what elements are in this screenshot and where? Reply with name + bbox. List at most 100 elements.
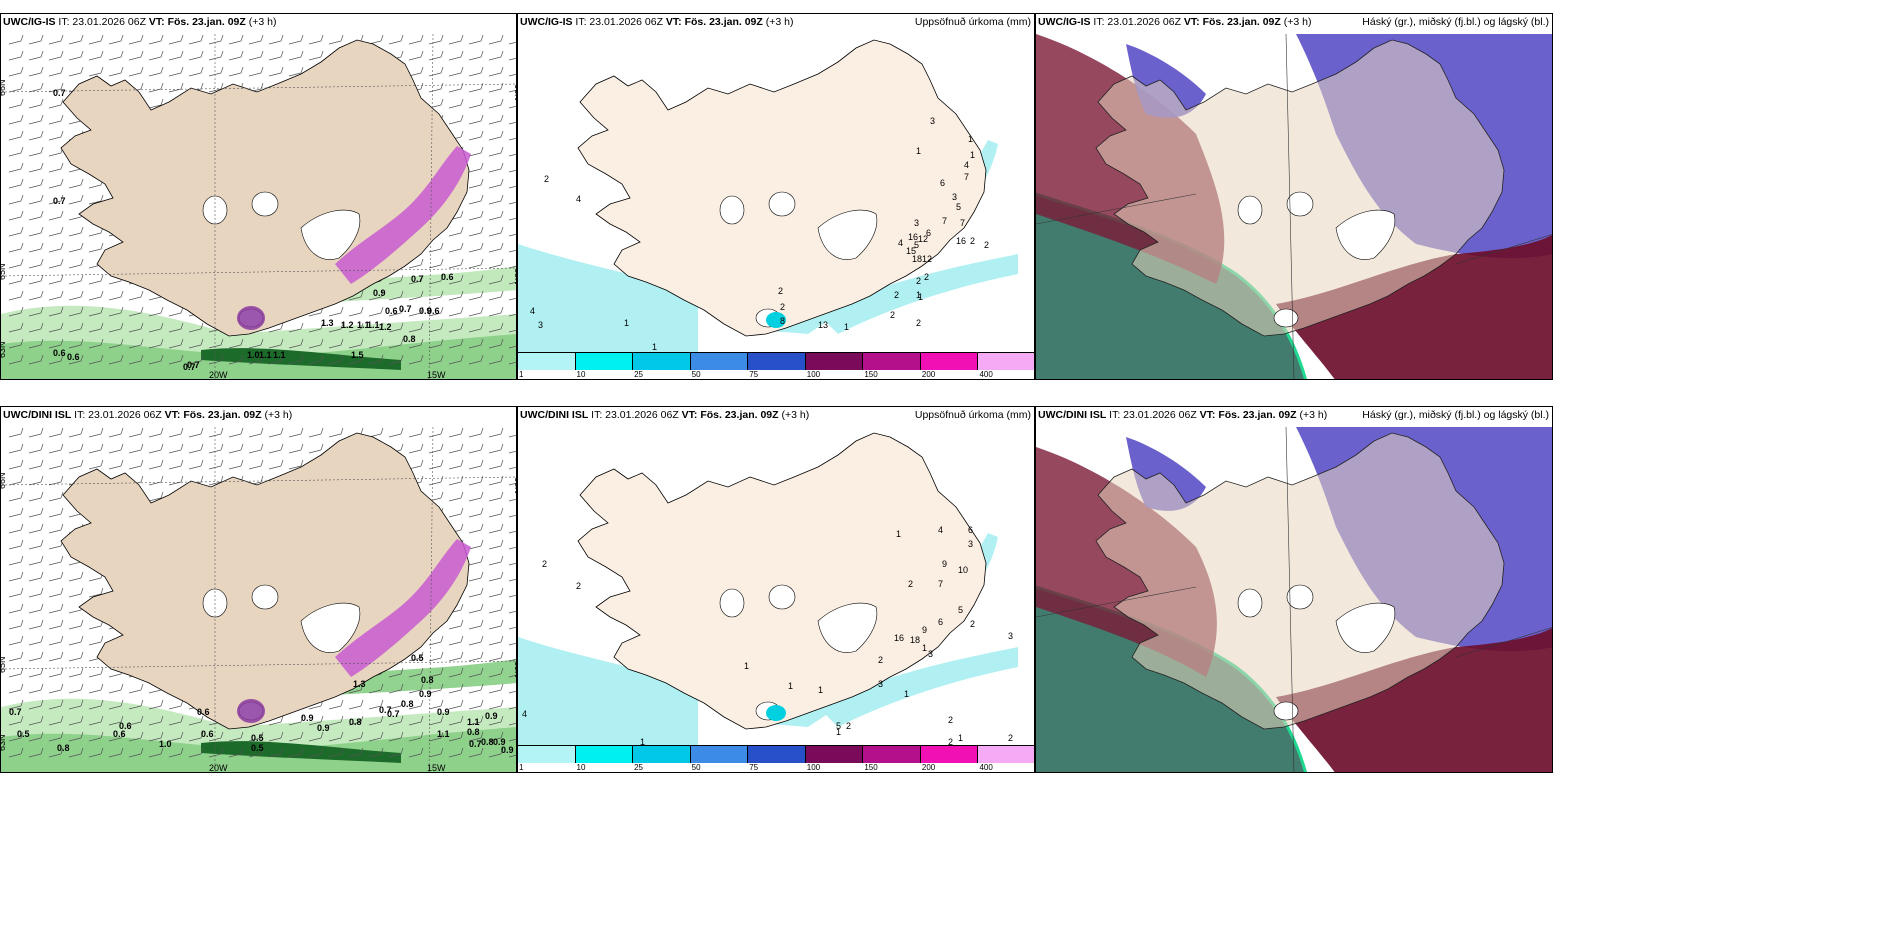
wind-barb xyxy=(28,523,44,534)
wind-value-label: 0.9 xyxy=(373,288,386,298)
colorbar-label: 150 xyxy=(864,763,878,772)
wind-barb xyxy=(48,587,64,598)
wind-barb xyxy=(188,322,204,333)
wind-barb xyxy=(8,427,24,438)
colorbar-swatch xyxy=(633,746,691,763)
wind-barb xyxy=(48,747,64,758)
wind-barb xyxy=(508,562,516,566)
low-cloud-area xyxy=(1036,587,1306,772)
glacier-outline xyxy=(251,584,279,610)
wind-barb xyxy=(508,169,516,173)
wind-barb xyxy=(508,329,516,333)
precip-value-label: 12 xyxy=(922,254,932,264)
wind-barb xyxy=(188,731,204,742)
precip-panel-igis: UWC/IG-IS IT: 23.01.2026 06Z VT: Fös. 23… xyxy=(517,13,1035,380)
wind-barb xyxy=(428,731,444,742)
precip-value-label: 1 xyxy=(970,150,975,160)
precip-value-label: 3 xyxy=(914,218,919,228)
wind-barb xyxy=(448,427,464,438)
wind-barb xyxy=(88,683,104,694)
wind-barb xyxy=(408,338,424,349)
wind-barb xyxy=(228,427,244,438)
wind-value-label: 1.3 xyxy=(321,318,334,328)
colorbar-label: 100 xyxy=(806,370,821,379)
wind-barb xyxy=(8,571,24,582)
colorbar-label: 50 xyxy=(691,370,701,379)
wind-barb xyxy=(508,57,516,61)
wind-barb xyxy=(328,338,344,349)
wind-barb xyxy=(488,274,504,285)
wind-barb xyxy=(48,699,64,710)
wind-barb xyxy=(128,50,144,61)
axis-label: 15W xyxy=(427,370,446,380)
colorbar-label: 10 xyxy=(576,370,586,379)
wind-barb xyxy=(48,66,64,77)
wind-barb xyxy=(388,731,404,742)
wind-barb xyxy=(468,226,484,237)
wind-barb xyxy=(28,306,44,317)
wind-barb xyxy=(88,731,104,742)
wind-panel-igis: UWC/IG-IS IT: 23.01.2026 06Z VT: Fös. 23… xyxy=(0,13,517,380)
panel-header: UWC/DINI ISL IT: 23.01.2026 06Z VT: Fös.… xyxy=(3,409,293,421)
wind-barb xyxy=(128,699,144,710)
wind-barb xyxy=(68,635,84,646)
precip-value-label: 4 xyxy=(522,709,527,719)
wind-barb xyxy=(108,290,124,301)
precip-value-label: 1 xyxy=(624,318,629,328)
wind-barb xyxy=(88,34,104,45)
wind-barb xyxy=(8,459,24,470)
wind-value-label: 0.5 xyxy=(17,729,30,739)
precip-value-label: 1 xyxy=(818,685,823,695)
wind-barb xyxy=(428,258,444,269)
precip-value-label: 5 xyxy=(914,240,919,250)
wind-barb xyxy=(108,427,124,438)
wind-barb xyxy=(28,322,44,333)
wind-barb xyxy=(488,98,504,109)
wind-barb xyxy=(348,731,364,742)
wind-barb xyxy=(368,338,384,349)
wind-barb xyxy=(348,354,364,365)
wind-barb xyxy=(8,603,24,614)
wind-barb xyxy=(388,427,404,438)
wind-barb xyxy=(108,66,124,77)
axis-label: 20W xyxy=(209,763,228,773)
wind-barb xyxy=(408,427,424,438)
wind-barb xyxy=(28,34,44,45)
wind-barb xyxy=(108,699,124,710)
wind-barb xyxy=(88,290,104,301)
glacier-outline xyxy=(300,209,361,260)
wind-barb xyxy=(8,699,24,710)
wind-barb xyxy=(468,146,484,157)
wind-barb xyxy=(408,699,424,710)
precip-value-label: 1 xyxy=(844,322,849,332)
wind-barb xyxy=(188,34,204,45)
precip-value-label: 16 xyxy=(894,633,904,643)
wind-barb xyxy=(8,114,24,125)
wind-barb xyxy=(408,747,424,758)
wind-barb xyxy=(228,50,244,61)
precip-area xyxy=(818,647,1018,727)
wind-barb xyxy=(508,345,516,349)
wind-barb xyxy=(488,651,504,662)
wind-barb xyxy=(448,459,464,470)
wind-barb xyxy=(488,258,504,269)
wind-barb xyxy=(188,459,204,470)
wind-barb xyxy=(248,459,264,470)
precip-value-label: 2 xyxy=(916,318,921,328)
colorbar-label: 10 xyxy=(576,763,586,772)
wind-barb xyxy=(48,290,64,301)
wind-barb xyxy=(108,34,124,45)
wind-barb xyxy=(68,290,84,301)
axis-label: 65N xyxy=(513,268,517,285)
wind-value-label: 0.7 xyxy=(187,360,200,370)
axis-label: 66N xyxy=(513,84,517,101)
wind-barb xyxy=(268,66,284,77)
wind-barb xyxy=(468,507,484,518)
wind-barb xyxy=(88,354,104,365)
precip-value-label: 7 xyxy=(964,172,969,182)
wind-barb xyxy=(148,699,164,710)
wind-barb xyxy=(48,194,64,205)
wind-barb xyxy=(508,185,516,189)
